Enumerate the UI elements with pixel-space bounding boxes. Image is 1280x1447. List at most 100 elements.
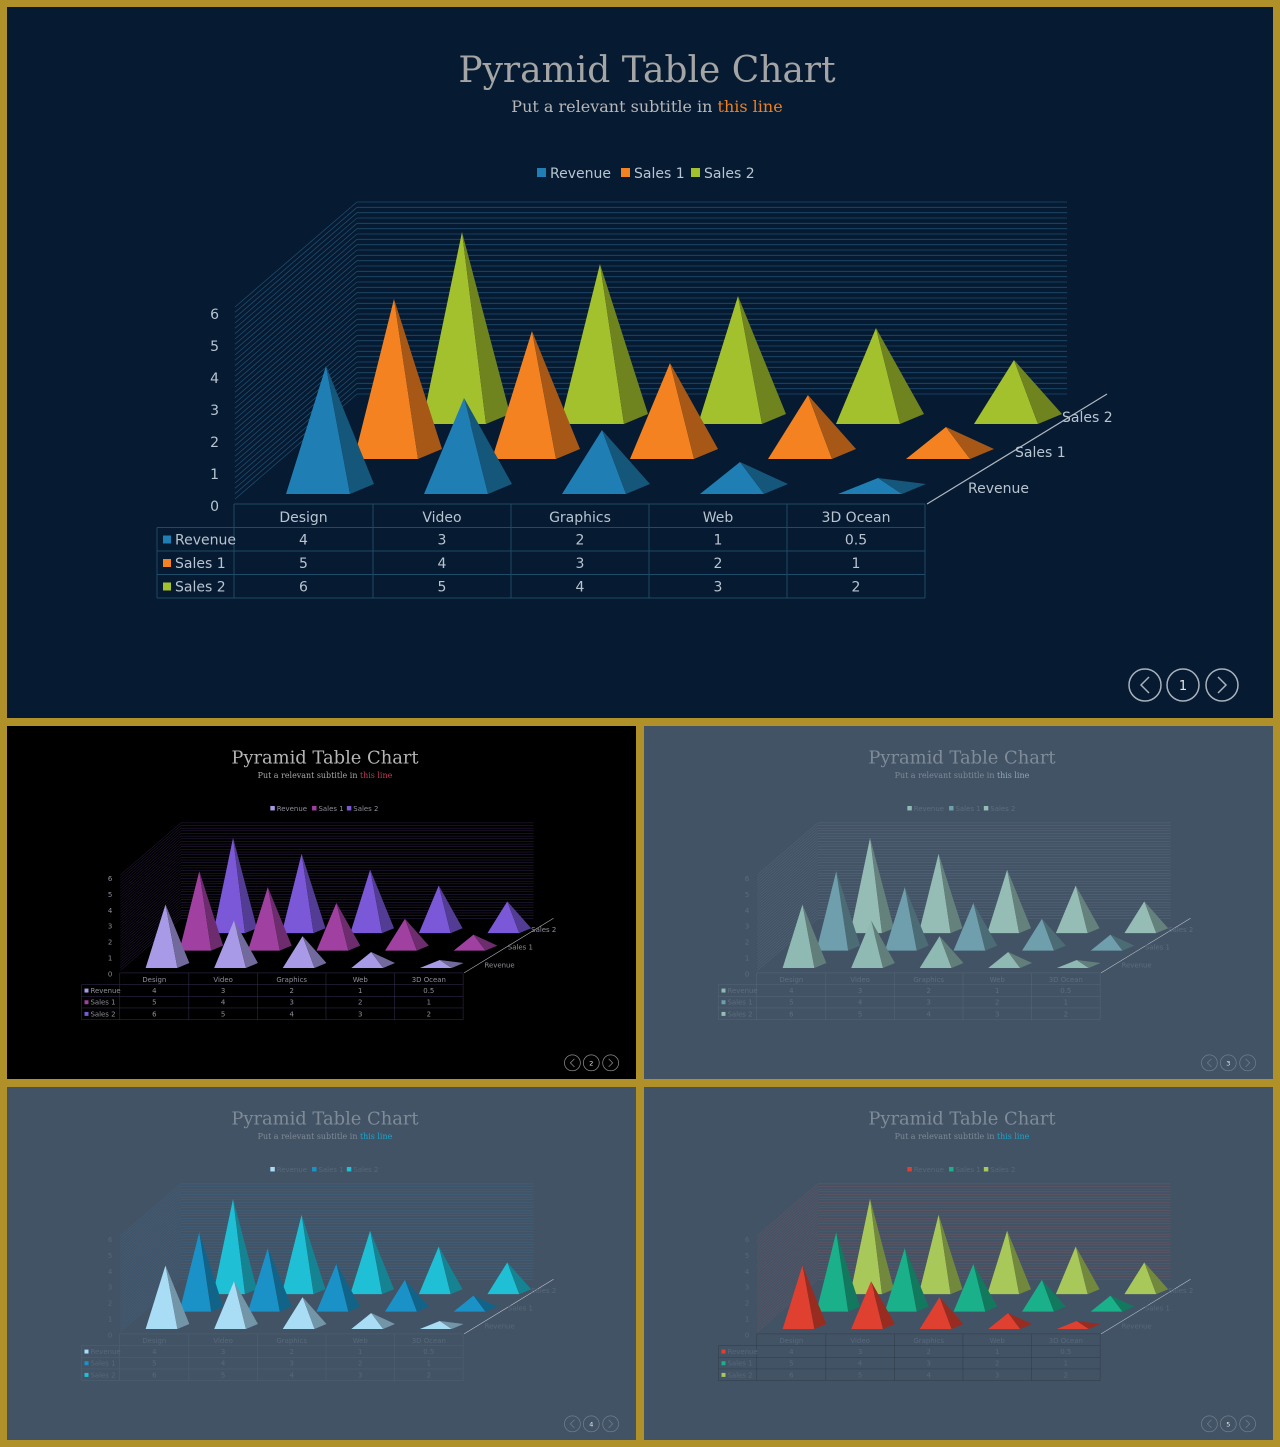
pyramid-front-face — [286, 366, 350, 494]
legend-item-1[interactable]: Sales 1 — [949, 805, 981, 813]
pyramid-front-face — [782, 1265, 815, 1329]
table-row-swatch — [163, 535, 171, 544]
side-gridline — [120, 888, 182, 942]
side-gridline — [757, 830, 819, 884]
legend-item-2[interactable]: Sales 2 — [983, 805, 1016, 813]
pyramid-2-0 — [213, 1198, 257, 1295]
side-gridline — [757, 894, 819, 947]
pyramid-front-face — [213, 1198, 245, 1295]
legend-item-2[interactable]: Sales 2 — [983, 1166, 1016, 1174]
side-gridline — [757, 1239, 819, 1292]
next-button[interactable] — [1239, 1054, 1256, 1072]
table-cell: 2 — [576, 533, 585, 549]
side-gridline — [120, 1263, 182, 1316]
legend-item-0[interactable]: Revenue — [537, 166, 611, 182]
side-gridline — [757, 838, 819, 892]
legend-label: Sales 1 — [634, 166, 685, 182]
side-gridline — [234, 324, 358, 430]
pyramid-side-face — [870, 837, 894, 934]
legend-item-1[interactable]: Sales 1 — [621, 166, 685, 182]
pyramid-front-face — [385, 1279, 417, 1312]
chevron-left-icon — [569, 1058, 575, 1068]
pyramid-front-face — [213, 837, 245, 934]
side-gridline — [120, 833, 182, 886]
pyramid-2-4 — [974, 360, 1062, 424]
page-indicator[interactable]: 4 — [582, 1415, 600, 1433]
table-category-header: Web — [990, 976, 1006, 984]
prev-button[interactable] — [1128, 668, 1162, 702]
y-tick-label: 0 — [745, 970, 749, 978]
thumbnail-slide-black[interactable]: Pyramid Table Chart Put a relevant subtit… — [7, 726, 636, 1079]
pyramid-2-1 — [560, 264, 648, 424]
thumbnail-slide-redgreen[interactable]: Pyramid Table Chart Put a relevant subtit… — [644, 1087, 1273, 1440]
table-cell: 6 — [789, 1010, 793, 1018]
table-cell: 5 — [438, 580, 447, 596]
legend-item-0[interactable]: Revenue — [270, 1166, 307, 1174]
side-gridline — [757, 833, 819, 886]
slide-title: Pyramid Table Chart — [458, 50, 836, 91]
legend-item-2[interactable]: Sales 2 — [691, 166, 755, 182]
pyramid-front-face — [487, 1262, 520, 1295]
next-button[interactable] — [1239, 1415, 1256, 1433]
next-button[interactable] — [1205, 668, 1239, 702]
legend-item-0[interactable]: Revenue — [270, 805, 307, 813]
chevron-right-icon — [608, 1058, 614, 1068]
pyramid-side-face — [973, 1263, 998, 1312]
side-gridline — [120, 1186, 182, 1239]
page-indicator[interactable]: 5 — [1219, 1415, 1237, 1433]
next-button[interactable] — [602, 1054, 619, 1072]
pyramid-side-face — [871, 920, 895, 968]
table-row-header: Sales 2 — [90, 1010, 115, 1018]
pyramid-front-face — [919, 1297, 952, 1329]
side-gridline — [757, 846, 819, 900]
page-indicator[interactable]: 1 — [1166, 668, 1200, 702]
prev-button[interactable] — [564, 1054, 581, 1072]
side-gridline — [757, 857, 819, 910]
side-gridline — [757, 870, 819, 923]
legend-item-0[interactable]: Revenue — [907, 805, 944, 813]
side-gridline — [757, 1183, 819, 1237]
prev-button[interactable] — [1201, 1415, 1218, 1433]
thumbnail-slide-blue[interactable]: Pyramid Table Chart Put a relevant subtit… — [7, 1087, 636, 1440]
page-indicator[interactable]: 3 — [1219, 1054, 1237, 1072]
legend-item-2[interactable]: Sales 2 — [346, 1166, 379, 1174]
table-cell: 5 — [221, 1371, 225, 1379]
legend-item-0[interactable]: Revenue — [907, 1166, 944, 1174]
side-gridline — [120, 828, 182, 881]
side-gridline — [234, 207, 358, 313]
legend-swatch — [537, 168, 546, 177]
prev-circle — [1128, 668, 1162, 702]
page-circle — [1166, 668, 1200, 702]
table-row-header: Revenue — [90, 1348, 120, 1356]
prev-button[interactable] — [564, 1415, 581, 1433]
y-tick-label: 5 — [108, 1252, 112, 1260]
page-indicator[interactable]: 2 — [582, 1054, 600, 1072]
table-cell: 2 — [995, 999, 999, 1007]
pyramid-side-face — [439, 960, 464, 968]
side-gridline — [120, 1183, 182, 1237]
table-row-header: Sales 2 — [727, 1010, 752, 1018]
main-slide[interactable]: Pyramid Table Chart Put a relevant subtit… — [7, 7, 1273, 718]
side-gridline — [120, 1202, 182, 1255]
pyramid-side-face — [438, 885, 463, 934]
pyramid-front-face — [453, 934, 486, 951]
legend-item-1[interactable]: Sales 1 — [949, 1166, 981, 1174]
legend-item-1[interactable]: Sales 1 — [312, 805, 344, 813]
data-table: Design Video Graphics Web 3D Ocean Revenue 4 3 2… — [156, 503, 926, 599]
pyramid-side-face — [808, 395, 856, 459]
side-gridline — [757, 1223, 819, 1276]
legend-item-2[interactable]: Sales 2 — [346, 805, 379, 813]
table-row-header: Sales 2 — [175, 580, 226, 596]
side-gridline — [120, 1260, 182, 1314]
next-button[interactable] — [602, 1415, 619, 1433]
side-gridline — [120, 862, 182, 915]
thumbnail-slide-slate[interactable]: Pyramid Table Chart Put a relevant subtit… — [644, 726, 1273, 1079]
side-gridline — [757, 1257, 819, 1311]
pyramid-2-1 — [918, 853, 963, 934]
legend-item-1[interactable]: Sales 1 — [312, 1166, 344, 1174]
pyramid-2-2 — [987, 869, 1032, 934]
pyramid-2-0 — [213, 837, 257, 934]
prev-button[interactable] — [1201, 1054, 1218, 1072]
slide-navigation: 1 — [1128, 668, 1239, 702]
pyramid-front-face — [560, 264, 624, 424]
